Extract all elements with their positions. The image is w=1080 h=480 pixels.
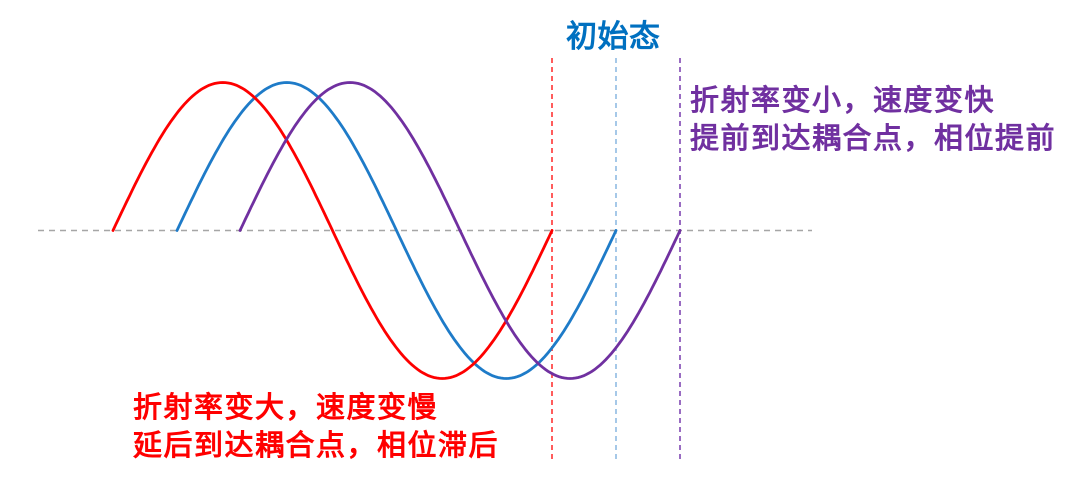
annotation-phase-delay-line2: 延后到达耦合点，相位滞后	[133, 430, 500, 462]
annotation-phase-delay: 折射率变大，速度变慢 延后到达耦合点，相位滞后	[133, 389, 499, 465]
sine-wave-initial-state	[175, 81, 618, 380]
annotation-phase-advance: 折射率变小，速度变快 提前到达耦合点，相位提前	[690, 82, 1056, 158]
annotation-phase-advance-line2: 提前到达耦合点，相位提前	[690, 123, 1057, 155]
sine-wave-phase-advance	[238, 81, 682, 380]
annotation-phase-delay-line1: 折射率变大，速度变慢	[133, 392, 439, 424]
annotation-phase-advance-line1: 折射率变小，速度变快	[690, 85, 996, 117]
page-title: 初始态	[566, 19, 661, 54]
sine-wave-phase-lag	[111, 81, 554, 380]
